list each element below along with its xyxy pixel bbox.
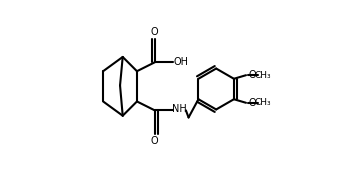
Text: O: O (249, 70, 256, 80)
Text: O: O (249, 98, 256, 108)
Text: CH₃: CH₃ (254, 98, 271, 107)
Text: O: O (151, 136, 159, 146)
Text: O: O (151, 27, 159, 37)
Text: NH: NH (172, 104, 187, 114)
Text: OH: OH (173, 57, 188, 67)
Text: CH₃: CH₃ (254, 71, 271, 80)
